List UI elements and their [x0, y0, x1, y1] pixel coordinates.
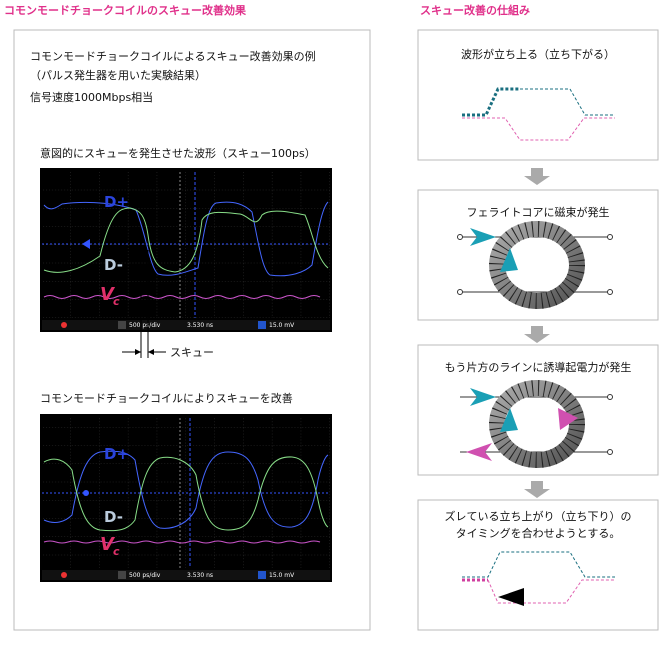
- flux-arrow: [500, 408, 518, 432]
- status-bar: [42, 320, 330, 330]
- terminal: [457, 289, 463, 295]
- status-text: 500 ps/div: [129, 322, 161, 329]
- oscilloscope: D+ D- V c 500 ps/div 3.530 ns 15.0 mV: [40, 168, 332, 332]
- trigger-marker: [83, 490, 89, 496]
- trigger-marker: [82, 239, 90, 249]
- label-d-minus: D-: [104, 256, 123, 274]
- intro-line: 信号速度1000Mbps相当: [30, 90, 153, 104]
- label-d-plus: D+: [104, 445, 129, 463]
- wave-teal: [520, 88, 615, 116]
- induced-arrow: [558, 408, 578, 430]
- intro-line: コモンモードチョークコイルによるスキュー改善効果の例: [30, 49, 316, 63]
- status-text: 3.530 ns: [187, 572, 213, 579]
- label-d-plus: D+: [104, 193, 129, 211]
- wave-teal: [462, 87, 520, 117]
- step-box: [417, 499, 659, 631]
- label-d-minus: D-: [104, 508, 123, 526]
- status-text: 15.0 mV: [269, 572, 295, 579]
- step-text: 波形が立ち上る（立ち下がる）: [461, 47, 615, 61]
- current-arrow: [470, 388, 496, 406]
- windings: [489, 380, 585, 468]
- windings: [489, 221, 585, 309]
- wave-pink: [487, 579, 615, 604]
- status-icon: [118, 321, 126, 329]
- status-text: 500 ps/div: [129, 572, 161, 579]
- scope-caption: コモンモードチョークコイルによりスキューを改善: [40, 391, 293, 405]
- step-box: [417, 29, 659, 161]
- status-text: 3.530 ns: [187, 322, 213, 329]
- skew-arrow-head: [135, 349, 141, 355]
- flow-arrow: [524, 481, 550, 498]
- status-text: 15.0 mV: [269, 322, 295, 329]
- skew-indicator: スキュー: [122, 250, 214, 359]
- right-title: スキュー改善の仕組み: [420, 3, 530, 17]
- terminal: [607, 234, 613, 240]
- waveform-d-minus: [43, 207, 329, 273]
- skew-label: スキュー: [170, 346, 214, 359]
- label-vc: V: [100, 534, 116, 555]
- status-icon: [258, 571, 266, 579]
- step: フェライトコアに磁束が発生: [417, 189, 659, 321]
- skew-arrow-head: [148, 349, 154, 355]
- step: ズレている立ち上がり（立ち下り）の タイミングを合わせようとする。: [417, 499, 659, 631]
- label-vc-sub: c: [113, 545, 120, 558]
- scope-caption: 意図的にスキューを発生させた波形（スキュー100ps）: [40, 146, 316, 160]
- flow-arrow: [524, 326, 550, 343]
- waveform-d-plus: [43, 450, 329, 529]
- induced-current-arrow: [466, 443, 492, 461]
- status-icon: [61, 322, 67, 328]
- terminal: [607, 449, 613, 455]
- status-icon: [61, 572, 67, 578]
- current-arrow: [470, 228, 496, 246]
- status-icon: [258, 321, 266, 329]
- terminal: [607, 289, 613, 295]
- intro-line: （パルス発生器を用いた実験結果）: [30, 68, 206, 82]
- label-vc-sub: c: [113, 295, 120, 308]
- left-title: コモンモードチョークコイルのスキュー改善効果: [4, 3, 246, 17]
- step: 波形が立ち上る（立ち下がる）: [417, 29, 659, 161]
- waveform-d-plus: [43, 201, 329, 277]
- terminal: [607, 394, 613, 400]
- step: もう片方のラインに誘導起電力が発生: [417, 344, 659, 476]
- flow-arrow: [524, 168, 550, 185]
- flux-arrow: [500, 248, 518, 272]
- oscilloscope: D+ D- V c 500 ps/div 3.530 ns 15.0 mV: [40, 414, 332, 582]
- waveform-vc: [43, 295, 321, 299]
- label-vc: V: [100, 284, 116, 305]
- wave-pink: [462, 117, 615, 141]
- terminal: [457, 234, 463, 240]
- waveform-vc: [43, 540, 321, 544]
- step-text: もう片方のラインに誘導起電力が発生: [445, 360, 632, 374]
- status-bar: [42, 570, 330, 580]
- step-text: タイミングを合わせようとする。: [456, 526, 621, 540]
- wave-teal: [462, 551, 615, 578]
- waveform-d-minus: [43, 456, 329, 532]
- status-icon: [118, 571, 126, 579]
- shift-arrow: [498, 588, 524, 606]
- step-text: ズレている立ち上がり（立ち下り）の: [445, 509, 632, 523]
- step-text: フェライトコアに磁束が発生: [467, 205, 610, 219]
